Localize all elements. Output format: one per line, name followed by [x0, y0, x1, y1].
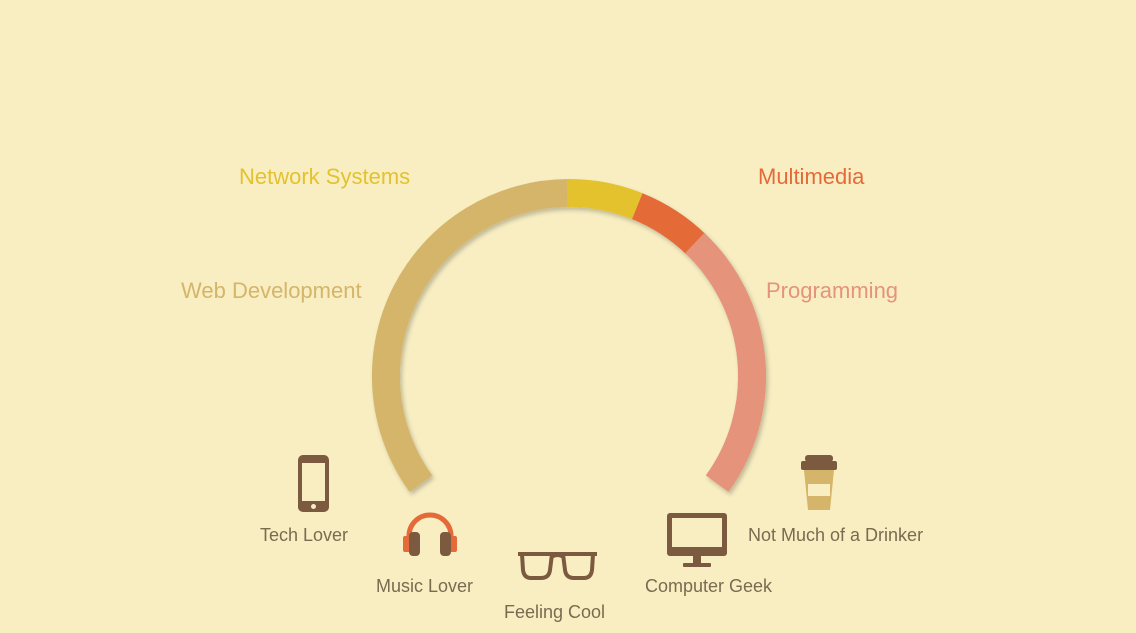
skill-label-network-systems: Network Systems — [239, 164, 411, 189]
trait-label-feeling-cool: Feeling Cool — [504, 602, 606, 622]
coffee-cup-icon — [801, 455, 837, 510]
glasses-icon — [518, 552, 597, 580]
skill-label-programming: Programming — [766, 278, 899, 303]
arc-segment-web-development — [371, 179, 570, 492]
arc-segment-multimedia — [631, 193, 706, 255]
trait-label-music-lover: Music Lover — [376, 576, 474, 596]
arc-segment-programming — [684, 232, 766, 492]
headphones-icon — [403, 512, 457, 556]
skill-label-web-development: Web Development — [181, 278, 362, 303]
monitor-icon — [667, 513, 727, 567]
arc-segment-network-systems — [566, 178, 645, 220]
trait-label-tech-lover: Tech Lover — [260, 525, 349, 545]
trait-label-not-much-of-a-drinker: Not Much of a Drinker — [748, 525, 924, 545]
smartphone-icon — [298, 455, 329, 512]
skill-label-multimedia: Multimedia — [758, 164, 865, 189]
trait-label-computer-geek: Computer Geek — [645, 576, 773, 596]
